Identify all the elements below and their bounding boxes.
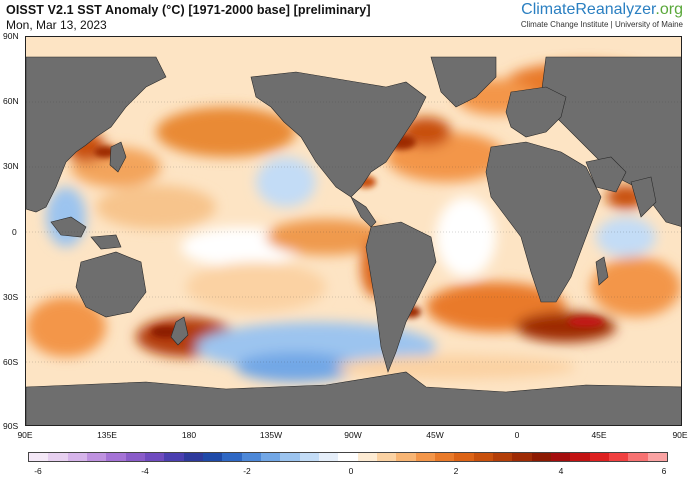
colorbar-segment xyxy=(202,453,223,461)
colorbar-tick-2: 2 xyxy=(453,466,459,476)
colorbar-segment xyxy=(454,453,474,461)
lon-label-45w: 45W xyxy=(426,430,444,440)
colorbar-segment xyxy=(183,453,203,461)
colorbar-segment xyxy=(67,453,87,461)
sst-anomaly-map xyxy=(25,36,682,426)
lon-label-90w: 90W xyxy=(344,430,362,440)
colorbar-segment xyxy=(608,453,629,461)
colorbar-segment xyxy=(531,453,551,461)
colorbar-segment xyxy=(241,453,261,461)
colorbar-segment xyxy=(492,453,513,461)
colorbar xyxy=(28,452,668,462)
colorbar-segment xyxy=(570,453,590,461)
colorbar-segment xyxy=(434,453,455,461)
colorbar-segment xyxy=(48,453,68,461)
colorbar-segment xyxy=(647,453,667,461)
lon-label-90e-left: 90E xyxy=(17,430,33,440)
map-title: OISST V2.1 SST Anomaly (°C) [1971-2000 b… xyxy=(6,3,371,17)
colorbar-segment xyxy=(86,453,107,461)
colorbar-segment xyxy=(338,453,358,461)
colorbar-tick-neg2: -2 xyxy=(243,466,251,476)
colorbar-segment xyxy=(473,453,493,461)
lat-label-0: 0 xyxy=(12,227,17,237)
brand-subtitle: Climate Change Institute | University of… xyxy=(520,20,683,29)
colorbar-segment xyxy=(125,453,145,461)
lat-label-60s: 60S xyxy=(3,357,19,367)
colorbar-segment xyxy=(299,453,319,461)
colorbar-tick-neg6: -6 xyxy=(34,466,42,476)
lat-label-60n: 60N xyxy=(3,96,19,106)
colorbar-segment xyxy=(376,453,397,461)
lat-label-90n: 90N xyxy=(3,31,19,41)
colorbar-segment xyxy=(512,453,532,461)
brand-logo[interactable]: ClimateReanalyzer.org Climate Change Ins… xyxy=(521,1,683,29)
colorbar-segment xyxy=(280,453,300,461)
colorbar-segment xyxy=(357,453,377,461)
colorbar-tick-neg4: -4 xyxy=(141,466,149,476)
colorbar-tick-0: 0 xyxy=(348,466,354,476)
colorbar-segment xyxy=(222,453,242,461)
lon-label-45e: 45E xyxy=(591,430,607,440)
colorbar-segment xyxy=(164,453,184,461)
lon-label-0: 0 xyxy=(514,430,520,440)
colorbar-segment xyxy=(415,453,435,461)
colorbar-segment xyxy=(589,453,609,461)
colorbar-segment xyxy=(396,453,416,461)
lat-label-30s: 30S xyxy=(3,292,19,302)
colorbar-segment xyxy=(29,453,49,461)
lon-label-90e-right: 90E xyxy=(672,430,688,440)
colorbar-segment xyxy=(628,453,648,461)
lon-label-135e: 135E xyxy=(97,430,117,440)
map-date: Mon, Mar 13, 2023 xyxy=(6,18,107,32)
lon-label-135w: 135W xyxy=(259,430,283,440)
colorbar-segment xyxy=(144,453,165,461)
colorbar-tick-6: 6 xyxy=(661,466,667,476)
colorbar-segment xyxy=(318,453,339,461)
lon-label-180: 180 xyxy=(181,430,197,440)
lat-label-30n: 30N xyxy=(3,161,19,171)
colorbar-tick-4: 4 xyxy=(558,466,564,476)
map-svg xyxy=(26,37,681,425)
colorbar-segment xyxy=(550,453,571,461)
lat-label-90s: 90S xyxy=(3,421,19,431)
brand-name: ClimateReanalyzer.org xyxy=(521,1,683,18)
colorbar-segment xyxy=(106,453,126,461)
colorbar-segment xyxy=(260,453,281,461)
